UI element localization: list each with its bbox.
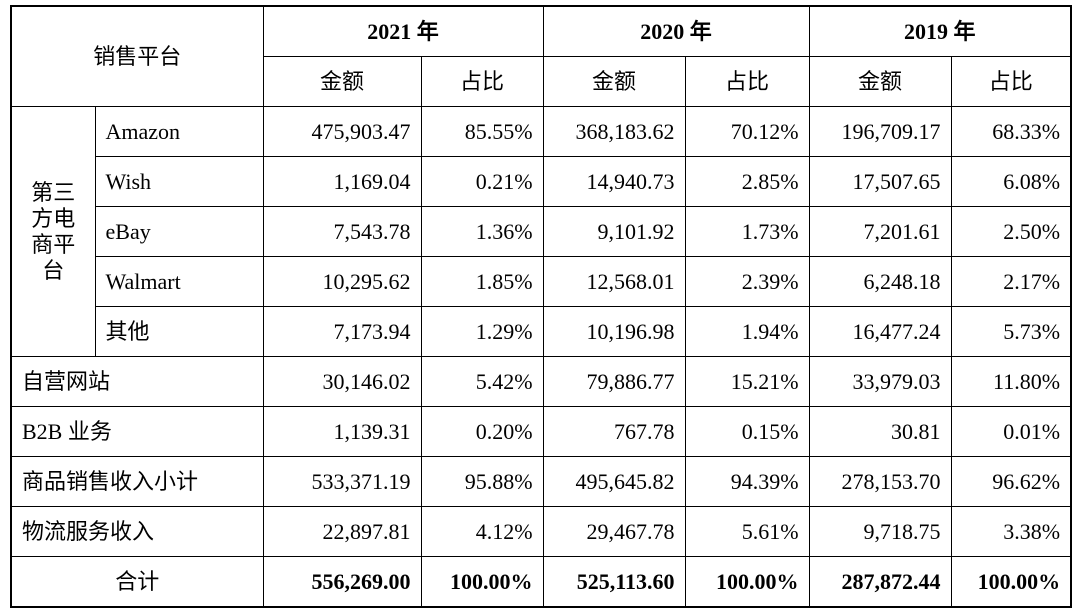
cell-ratio: 3.38% xyxy=(950,506,1072,557)
row-label: 物流服务收入 xyxy=(10,506,264,557)
cell-amount: 533,371.19 xyxy=(262,456,422,507)
cell-amount: 1,139.31 xyxy=(262,406,422,457)
ratio-header: 占比 xyxy=(420,56,544,107)
cell-amount: 22,897.81 xyxy=(262,506,422,557)
group-label-text: 第三方电商平台 xyxy=(31,179,76,283)
table-row: 第三方电商平台 Amazon 475,903.47 85.55% 368,183… xyxy=(10,106,1072,357)
cell-amount: 79,886.77 xyxy=(542,356,686,407)
year-header-2021: 2021 年 xyxy=(262,5,544,57)
amount-header: 金额 xyxy=(262,56,422,107)
cell-ratio: 5.42% xyxy=(420,356,544,407)
ratio-header: 占比 xyxy=(950,56,1072,107)
cell-ratio: 11.80% xyxy=(950,356,1072,407)
cell-ratio: 2.50% xyxy=(950,206,1072,257)
cell-ratio: 6.08% xyxy=(950,156,1072,207)
cell-ratio: 5.73% xyxy=(950,306,1072,357)
cell-ratio: 70.12% xyxy=(684,106,810,157)
cell-amount: 17,507.65 xyxy=(808,156,952,207)
cell-amount: 475,903.47 xyxy=(262,106,422,157)
cell-ratio: 0.20% xyxy=(420,406,544,457)
header-row-years: 销售平台 2021 年 2020 年 2019 年 xyxy=(10,5,1072,107)
row-label: 其他 xyxy=(94,306,264,357)
table-row: B2B 业务 1,139.31 0.20% 767.78 0.15% 30.81… xyxy=(10,406,1072,457)
cell-amount: 196,709.17 xyxy=(808,106,952,157)
sales-platform-table-container: 销售平台 2021 年 2020 年 2019 年 金额 占比 金额 占比 金额… xyxy=(10,5,1073,608)
cell-ratio: 94.39% xyxy=(684,456,810,507)
row-label: 自营网站 xyxy=(10,356,264,407)
sales-platform-table: 销售平台 2021 年 2020 年 2019 年 金额 占比 金额 占比 金额… xyxy=(10,5,1073,608)
cell-amount: 16,477.24 xyxy=(808,306,952,357)
row-label: 商品销售收入小计 xyxy=(10,456,264,507)
cell-ratio: 0.15% xyxy=(684,406,810,457)
platform-header: 销售平台 xyxy=(10,5,264,107)
total-label: 合计 xyxy=(10,556,264,608)
table-row: 物流服务收入 22,897.81 4.12% 29,467.78 5.61% 9… xyxy=(10,506,1072,557)
cell-ratio: 96.62% xyxy=(950,456,1072,507)
cell-ratio: 95.88% xyxy=(420,456,544,507)
total-ratio: 100.00% xyxy=(420,556,544,608)
group-label-third-party: 第三方电商平台 xyxy=(10,106,96,357)
table-row: 自营网站 30,146.02 5.42% 79,886.77 15.21% 33… xyxy=(10,356,1072,407)
table-row: Walmart 10,295.62 1.85% 12,568.01 2.39% … xyxy=(11,256,1072,307)
cell-amount: 10,295.62 xyxy=(262,256,422,307)
cell-ratio: 5.61% xyxy=(684,506,810,557)
cell-amount: 30.81 xyxy=(808,406,952,457)
row-label: Wish xyxy=(94,156,264,207)
cell-ratio: 0.01% xyxy=(950,406,1072,457)
total-amount: 287,872.44 xyxy=(808,556,952,608)
row-label: Walmart xyxy=(94,256,264,307)
cell-amount: 495,645.82 xyxy=(542,456,686,507)
year-header-2019: 2019 年 xyxy=(808,5,1072,57)
cell-amount: 14,940.73 xyxy=(542,156,686,207)
cell-amount: 30,146.02 xyxy=(262,356,422,407)
cell-ratio: 85.55% xyxy=(420,106,544,157)
cell-amount: 29,467.78 xyxy=(542,506,686,557)
cell-amount: 7,201.61 xyxy=(808,206,952,257)
cell-amount: 1,169.04 xyxy=(262,156,422,207)
cell-ratio: 0.21% xyxy=(420,156,544,207)
table-row: eBay 7,543.78 1.36% 9,101.92 1.73% 7,201… xyxy=(11,206,1072,257)
cell-amount: 9,101.92 xyxy=(542,206,686,257)
cell-amount: 7,543.78 xyxy=(262,206,422,257)
cell-ratio: 2.39% xyxy=(684,256,810,307)
cell-ratio: 2.17% xyxy=(950,256,1072,307)
row-label: eBay xyxy=(94,206,264,257)
cell-amount: 6,248.18 xyxy=(808,256,952,307)
cell-amount: 7,173.94 xyxy=(262,306,422,357)
table-row: 其他 7,173.94 1.29% 10,196.98 1.94% 16,477… xyxy=(11,306,1072,357)
cell-amount: 10,196.98 xyxy=(542,306,686,357)
cell-ratio: 15.21% xyxy=(684,356,810,407)
cell-amount: 278,153.70 xyxy=(808,456,952,507)
cell-ratio: 1.94% xyxy=(684,306,810,357)
cell-amount: 368,183.62 xyxy=(542,106,686,157)
ratio-header: 占比 xyxy=(684,56,810,107)
total-ratio: 100.00% xyxy=(950,556,1072,608)
cell-amount: 33,979.03 xyxy=(808,356,952,407)
cell-ratio: 4.12% xyxy=(420,506,544,557)
cell-ratio: 2.85% xyxy=(684,156,810,207)
cell-ratio: 68.33% xyxy=(950,106,1072,157)
amount-header: 金额 xyxy=(542,56,686,107)
cell-ratio: 1.36% xyxy=(420,206,544,257)
cell-ratio: 1.73% xyxy=(684,206,810,257)
row-label: B2B 业务 xyxy=(10,406,264,457)
amount-header: 金额 xyxy=(808,56,952,107)
total-amount: 556,269.00 xyxy=(262,556,422,608)
table-row: Wish 1,169.04 0.21% 14,940.73 2.85% 17,5… xyxy=(11,156,1072,207)
total-ratio: 100.00% xyxy=(684,556,810,608)
cell-amount: 12,568.01 xyxy=(542,256,686,307)
total-amount: 525,113.60 xyxy=(542,556,686,608)
year-header-2020: 2020 年 xyxy=(542,5,810,57)
cell-ratio: 1.29% xyxy=(420,306,544,357)
cell-amount: 767.78 xyxy=(542,406,686,457)
row-label: Amazon xyxy=(94,106,264,157)
cell-amount: 9,718.75 xyxy=(808,506,952,557)
table-row: 商品销售收入小计 533,371.19 95.88% 495,645.82 94… xyxy=(10,456,1072,507)
cell-ratio: 1.85% xyxy=(420,256,544,307)
total-row: 合计 556,269.00 100.00% 525,113.60 100.00%… xyxy=(10,556,1072,608)
